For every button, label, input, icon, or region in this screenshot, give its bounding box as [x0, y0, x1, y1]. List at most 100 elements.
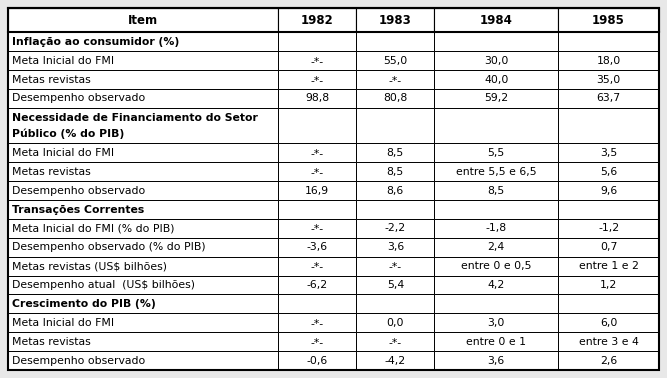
Bar	[356, 219, 434, 238]
Bar	[8, 181, 278, 200]
Text: entre 1 e 2: entre 1 e 2	[578, 261, 638, 271]
Bar	[278, 351, 356, 370]
Text: Público (% do PIB): Público (% do PIB)	[12, 128, 124, 139]
Text: 0,7: 0,7	[600, 242, 617, 252]
Text: 3,0: 3,0	[488, 318, 505, 328]
Bar	[434, 181, 558, 200]
Bar	[558, 257, 659, 276]
Text: 30,0: 30,0	[484, 56, 508, 66]
Text: Item: Item	[128, 14, 158, 27]
Text: -*-: -*-	[311, 261, 323, 271]
Text: 55,0: 55,0	[384, 56, 408, 66]
Text: Necessidade de Financiamento do Setor: Necessidade de Financiamento do Setor	[12, 113, 258, 123]
Text: -0,6: -0,6	[307, 356, 328, 366]
Text: -*-: -*-	[311, 148, 323, 158]
Bar	[356, 70, 434, 89]
Text: 5,6: 5,6	[600, 167, 617, 177]
Text: 5,5: 5,5	[488, 148, 505, 158]
Bar	[278, 238, 356, 257]
Bar	[434, 351, 558, 370]
Text: Metas revistas: Metas revistas	[12, 74, 91, 85]
Bar	[558, 33, 659, 51]
Bar	[278, 200, 356, 219]
Bar	[434, 144, 558, 162]
Bar	[558, 70, 659, 89]
Text: 4,2: 4,2	[488, 280, 505, 290]
Text: 5,4: 5,4	[387, 280, 404, 290]
Bar	[356, 276, 434, 294]
Bar	[356, 351, 434, 370]
Text: Crescimento do PIB (%): Crescimento do PIB (%)	[12, 299, 156, 309]
Bar	[434, 8, 558, 33]
Text: -2,2: -2,2	[385, 223, 406, 234]
Bar	[356, 257, 434, 276]
Bar	[356, 144, 434, 162]
Bar	[558, 108, 659, 144]
Bar	[434, 200, 558, 219]
Bar	[558, 332, 659, 351]
Text: entre 0 e 1: entre 0 e 1	[466, 337, 526, 347]
Bar	[356, 332, 434, 351]
Text: entre 5,5 e 6,5: entre 5,5 e 6,5	[456, 167, 536, 177]
Bar	[558, 8, 659, 33]
Bar	[278, 332, 356, 351]
Bar	[8, 89, 278, 108]
Text: Transações Correntes: Transações Correntes	[12, 204, 144, 215]
Bar	[278, 257, 356, 276]
Bar	[434, 294, 558, 313]
Bar	[278, 70, 356, 89]
Bar	[278, 276, 356, 294]
Bar	[434, 89, 558, 108]
Text: 16,9: 16,9	[305, 186, 329, 196]
Text: -1,8: -1,8	[486, 223, 507, 234]
Bar	[558, 162, 659, 181]
Bar	[356, 51, 434, 70]
Bar	[558, 313, 659, 332]
Bar	[558, 200, 659, 219]
Bar	[434, 332, 558, 351]
Text: 59,2: 59,2	[484, 93, 508, 104]
Bar	[434, 70, 558, 89]
Text: -*-: -*-	[311, 223, 323, 234]
Bar	[434, 313, 558, 332]
Text: entre 0 e 0,5: entre 0 e 0,5	[461, 261, 532, 271]
Text: -*-: -*-	[311, 337, 323, 347]
Bar	[356, 89, 434, 108]
Bar	[356, 200, 434, 219]
Bar	[434, 51, 558, 70]
Text: 1983: 1983	[379, 14, 412, 27]
Bar	[558, 144, 659, 162]
Bar	[8, 351, 278, 370]
Text: 40,0: 40,0	[484, 74, 508, 85]
Bar	[434, 276, 558, 294]
Text: 3,6: 3,6	[488, 356, 505, 366]
Bar	[8, 332, 278, 351]
Bar	[356, 108, 434, 144]
Text: 3,6: 3,6	[387, 242, 404, 252]
Bar	[278, 33, 356, 51]
Bar	[434, 108, 558, 144]
Text: 2,6: 2,6	[600, 356, 617, 366]
Text: Desempenho atual  (US$ bilhões): Desempenho atual (US$ bilhões)	[12, 280, 195, 290]
Bar	[8, 70, 278, 89]
Bar	[356, 162, 434, 181]
Bar	[558, 294, 659, 313]
Bar	[8, 238, 278, 257]
Text: 98,8: 98,8	[305, 93, 329, 104]
Bar	[8, 219, 278, 238]
Bar	[558, 181, 659, 200]
Bar	[8, 276, 278, 294]
Text: -*-: -*-	[311, 318, 323, 328]
Bar	[278, 181, 356, 200]
Text: Metas revistas: Metas revistas	[12, 337, 91, 347]
Text: -3,6: -3,6	[307, 242, 327, 252]
Bar	[8, 144, 278, 162]
Bar	[278, 162, 356, 181]
Bar	[278, 313, 356, 332]
Bar	[278, 51, 356, 70]
Bar	[278, 294, 356, 313]
Bar	[8, 8, 278, 33]
Text: Desempenho observado: Desempenho observado	[12, 93, 145, 104]
Text: 9,6: 9,6	[600, 186, 617, 196]
Bar	[434, 33, 558, 51]
